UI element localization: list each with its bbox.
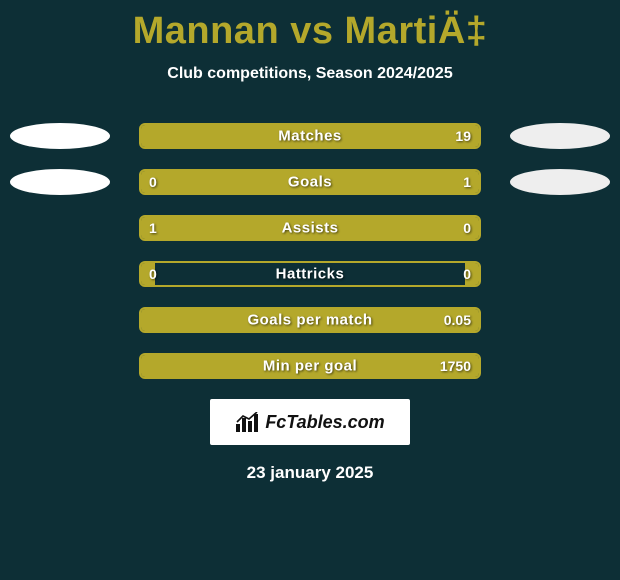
- stat-value-left: 1: [149, 220, 157, 236]
- stat-bar: 01Goals: [139, 169, 481, 195]
- player-left-marker: [10, 169, 110, 195]
- stat-value-right: 0: [463, 266, 471, 282]
- date-label: 23 january 2025: [0, 463, 620, 483]
- stat-bar: 10Assists: [139, 215, 481, 241]
- bar-fill-right: [202, 171, 479, 193]
- stat-value-right: 19: [455, 128, 471, 144]
- comparison-chart: 19Matches01Goals10Assists00Hattricks0.05…: [0, 123, 620, 379]
- fctables-logo-icon: [235, 412, 259, 432]
- stat-value-right: 0: [463, 220, 471, 236]
- stat-bar: 0.05Goals per match: [139, 307, 481, 333]
- stat-row: 19Matches: [0, 123, 620, 149]
- player-left-marker: [10, 123, 110, 149]
- stat-row: 1750Min per goal: [0, 353, 620, 379]
- stat-row: 10Assists: [0, 215, 620, 241]
- bar-fill-right: [141, 125, 479, 147]
- stat-value-right: 1: [463, 174, 471, 190]
- page-title: Mannan vs MartiÄ‡: [0, 0, 620, 53]
- page-subtitle: Club competitions, Season 2024/2025: [0, 65, 620, 83]
- stat-row: 0.05Goals per match: [0, 307, 620, 333]
- stat-value-left: 0: [149, 266, 157, 282]
- player-right-marker: [510, 169, 610, 195]
- stat-bar: 19Matches: [139, 123, 481, 149]
- bar-fill-right: [141, 309, 479, 331]
- stat-value-right: 1750: [440, 358, 471, 374]
- stat-value-left: 0: [149, 174, 157, 190]
- bar-fill-right: [141, 355, 479, 377]
- stat-bar: 1750Min per goal: [139, 353, 481, 379]
- logo-box: FcTables.com: [210, 399, 410, 445]
- stat-value-right: 0.05: [444, 312, 471, 328]
- player-right-marker: [510, 123, 610, 149]
- stat-bar: 0 0Hattricks: [139, 261, 481, 287]
- bar-fill-left: [141, 217, 418, 239]
- stat-label: Hattricks: [141, 266, 479, 283]
- logo-text: FcTables.com: [265, 412, 384, 433]
- stat-row: 01Goals: [0, 169, 620, 195]
- stat-row: 0 0Hattricks: [0, 261, 620, 287]
